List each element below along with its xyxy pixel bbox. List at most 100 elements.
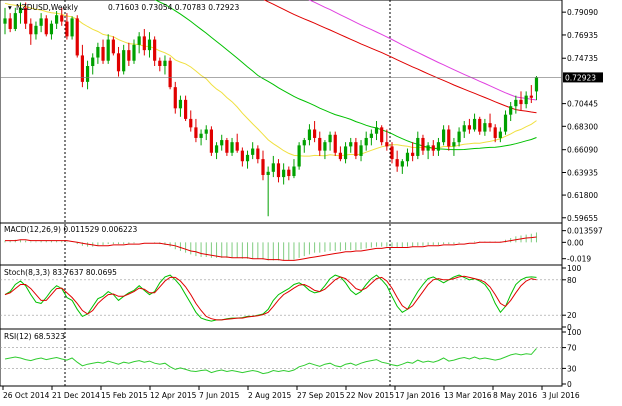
- stoch-tick-label: 80: [567, 276, 577, 285]
- rsi-tick-label: 0: [567, 380, 572, 389]
- candle-body: [498, 131, 502, 138]
- x-tick-label: 21 Dec 2014: [52, 391, 100, 400]
- stoch-signal-line: [4, 275, 537, 321]
- moving-average-red: [263, 0, 537, 114]
- price-pane-frame: [0, 0, 563, 224]
- candle-body: [297, 145, 301, 167]
- candle-body: [44, 18, 48, 35]
- candle-body: [421, 137, 425, 151]
- moving-average-green: [154, 0, 537, 151]
- candle-body: [426, 145, 430, 151]
- candle-body: [137, 36, 141, 45]
- candle-body: [261, 159, 265, 175]
- candle-body: [209, 129, 213, 153]
- candle-body: [338, 152, 342, 160]
- candle-body: [374, 127, 379, 134]
- candle-body: [34, 25, 38, 35]
- stoch-main-line: [4, 274, 537, 322]
- candle-body: [96, 46, 100, 58]
- candle-body: [55, 15, 59, 24]
- x-tick-label: 15 Feb 2015: [101, 391, 148, 400]
- candle-body: [178, 99, 183, 109]
- candle-body: [199, 133, 203, 138]
- candle-body: [282, 169, 286, 178]
- price-tick-label: 0.66090: [567, 146, 598, 155]
- candle-body: [514, 99, 518, 107]
- rsi-line: [4, 348, 537, 375]
- candle-body: [411, 152, 415, 156]
- candle-body: [509, 106, 513, 115]
- candle-body: [65, 21, 69, 37]
- candle-body: [276, 163, 281, 178]
- candle-body: [534, 77, 539, 92]
- candle-body: [467, 125, 471, 130]
- candle-body: [302, 140, 306, 146]
- candle-body: [24, 7, 28, 24]
- candle-body: [343, 146, 348, 160]
- symbol-icon: ▾: [8, 3, 12, 12]
- candle-body: [452, 142, 456, 147]
- candle-body: [91, 57, 95, 67]
- x-tick-label: 3 Jul 2016: [542, 391, 580, 400]
- candle-body: [153, 39, 157, 61]
- stoch-tick-label: 0: [567, 323, 572, 332]
- x-axis: 26 Oct 2014 21 Dec 2014 15 Feb 2015 12 Apr …: [2, 386, 580, 400]
- candle-body: [416, 137, 420, 156]
- x-tick-label: 22 Nov 2015: [346, 391, 394, 400]
- candle-body: [230, 142, 234, 153]
- price-tick-label: 0.70445: [567, 100, 598, 109]
- stoch-label: Stoch(8,3,3) 83.7637 80.0695: [4, 268, 117, 277]
- candle-body: [3, 18, 7, 24]
- x-tick-label: 26 Oct 2014: [3, 391, 50, 400]
- candle-body: [220, 140, 224, 146]
- candle-body: [204, 129, 208, 134]
- candle-body: [70, 18, 74, 37]
- x-tick-label: 17 Jan 2016: [395, 391, 440, 400]
- candle-body: [111, 39, 115, 54]
- candle-body: [349, 142, 353, 147]
- candle-body: [271, 163, 275, 172]
- candle-body: [116, 53, 121, 72]
- candle-body: [158, 60, 162, 67]
- candle-body: [457, 131, 461, 143]
- rsi-tick-label: 70: [567, 344, 577, 353]
- moving-average-yellow: [4, 2, 537, 157]
- candle-body: [503, 114, 508, 132]
- candle-body: [168, 60, 172, 88]
- price-tick-label: 0.68300: [567, 122, 598, 131]
- price-tick-label: 0.61800: [567, 191, 598, 200]
- x-tick-label: 27 Sep 2015: [297, 391, 345, 400]
- candle-body: [147, 39, 152, 51]
- ohlc-readout: 0.71603 0.73054 0.70783 0.72923: [108, 3, 239, 12]
- candle-body: [60, 15, 64, 22]
- moving-average-magenta: [308, 0, 537, 101]
- price-tick-label: 0.74735: [567, 54, 598, 63]
- candle-body: [488, 123, 492, 128]
- candle-body: [245, 154, 250, 162]
- candle-body: [163, 60, 167, 67]
- stoch-pane: 100 80 20 0: [0, 264, 582, 332]
- candle-body: [225, 140, 229, 153]
- candle-body: [364, 137, 368, 146]
- candle-body: [266, 171, 270, 175]
- candle-body: [390, 146, 394, 160]
- candle-body: [478, 118, 482, 132]
- candle-body: [307, 129, 312, 141]
- candle-body: [8, 18, 12, 29]
- candle-body: [292, 166, 296, 177]
- rsi-label: RSI(12) 68.5323: [4, 332, 65, 341]
- candle-body: [380, 127, 384, 143]
- candle-body: [400, 161, 404, 167]
- candle-body: [39, 18, 43, 26]
- x-tick-label: 13 Mar 2016: [444, 391, 492, 400]
- x-tick-label: 2 Aug 2015: [248, 391, 291, 400]
- candle-body: [287, 169, 291, 177]
- candle-body: [127, 50, 131, 61]
- candle-body: [80, 55, 84, 82]
- macd-label: MACD(12,26,9) 0.011529 0.006223: [4, 225, 138, 234]
- macd-pane: 0.013597 0.00 -0.019: [4, 227, 603, 264]
- candle-body: [472, 118, 477, 130]
- rsi-tick-label: 30: [567, 364, 577, 373]
- candle-body: [431, 145, 435, 151]
